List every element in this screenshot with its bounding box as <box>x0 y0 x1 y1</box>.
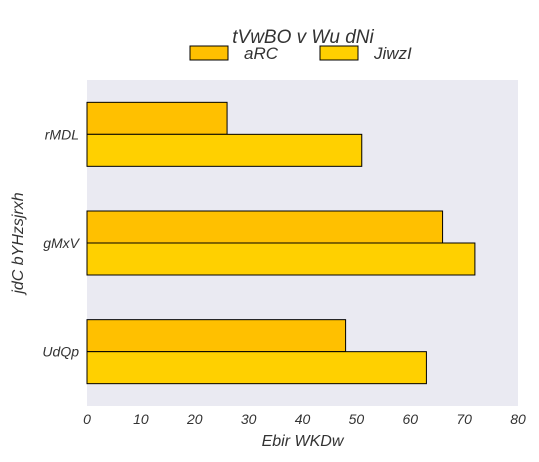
x-tick-label-40: 40 <box>295 411 311 427</box>
x-tick-label-50: 50 <box>349 411 365 427</box>
legend-label-aRC: aRC <box>244 44 279 63</box>
y-axis-ticks: rMDL gMxV UdQp <box>42 126 80 359</box>
bar-gMxV-JiwzI <box>87 243 475 275</box>
legend-label-JiwzI: JiwzI <box>373 44 412 63</box>
bar-UdQp-aRC <box>87 320 346 352</box>
bar-gMxV-aRC <box>87 211 443 243</box>
y-tick-label-gMxV: gMxV <box>43 235 80 251</box>
y-tick-label-rMDL: rMDL <box>45 126 79 142</box>
x-tick-label-80: 80 <box>510 411 526 427</box>
x-axis-label: Ebir WKDw <box>262 433 345 450</box>
x-tick-label-0: 0 <box>83 411 91 427</box>
x-tick-label-30: 30 <box>241 411 257 427</box>
x-tick-label-20: 20 <box>186 411 203 427</box>
y-axis-label: jdC bYHzsjrxh <box>10 192 27 295</box>
x-axis-ticks: 0 10 20 30 40 50 60 70 80 <box>83 411 526 427</box>
bar-rMDL-aRC <box>87 102 227 134</box>
bar-rMDL-JiwzI <box>87 134 362 166</box>
x-tick-label-70: 70 <box>456 411 472 427</box>
legend-swatch-JiwzI <box>320 46 358 60</box>
y-tick-label-UdQp: UdQp <box>42 344 79 360</box>
x-tick-label-10: 10 <box>133 411 149 427</box>
bar-UdQp-JiwzI <box>87 352 426 384</box>
x-tick-label-60: 60 <box>402 411 418 427</box>
legend-swatch-aRC <box>190 46 228 60</box>
